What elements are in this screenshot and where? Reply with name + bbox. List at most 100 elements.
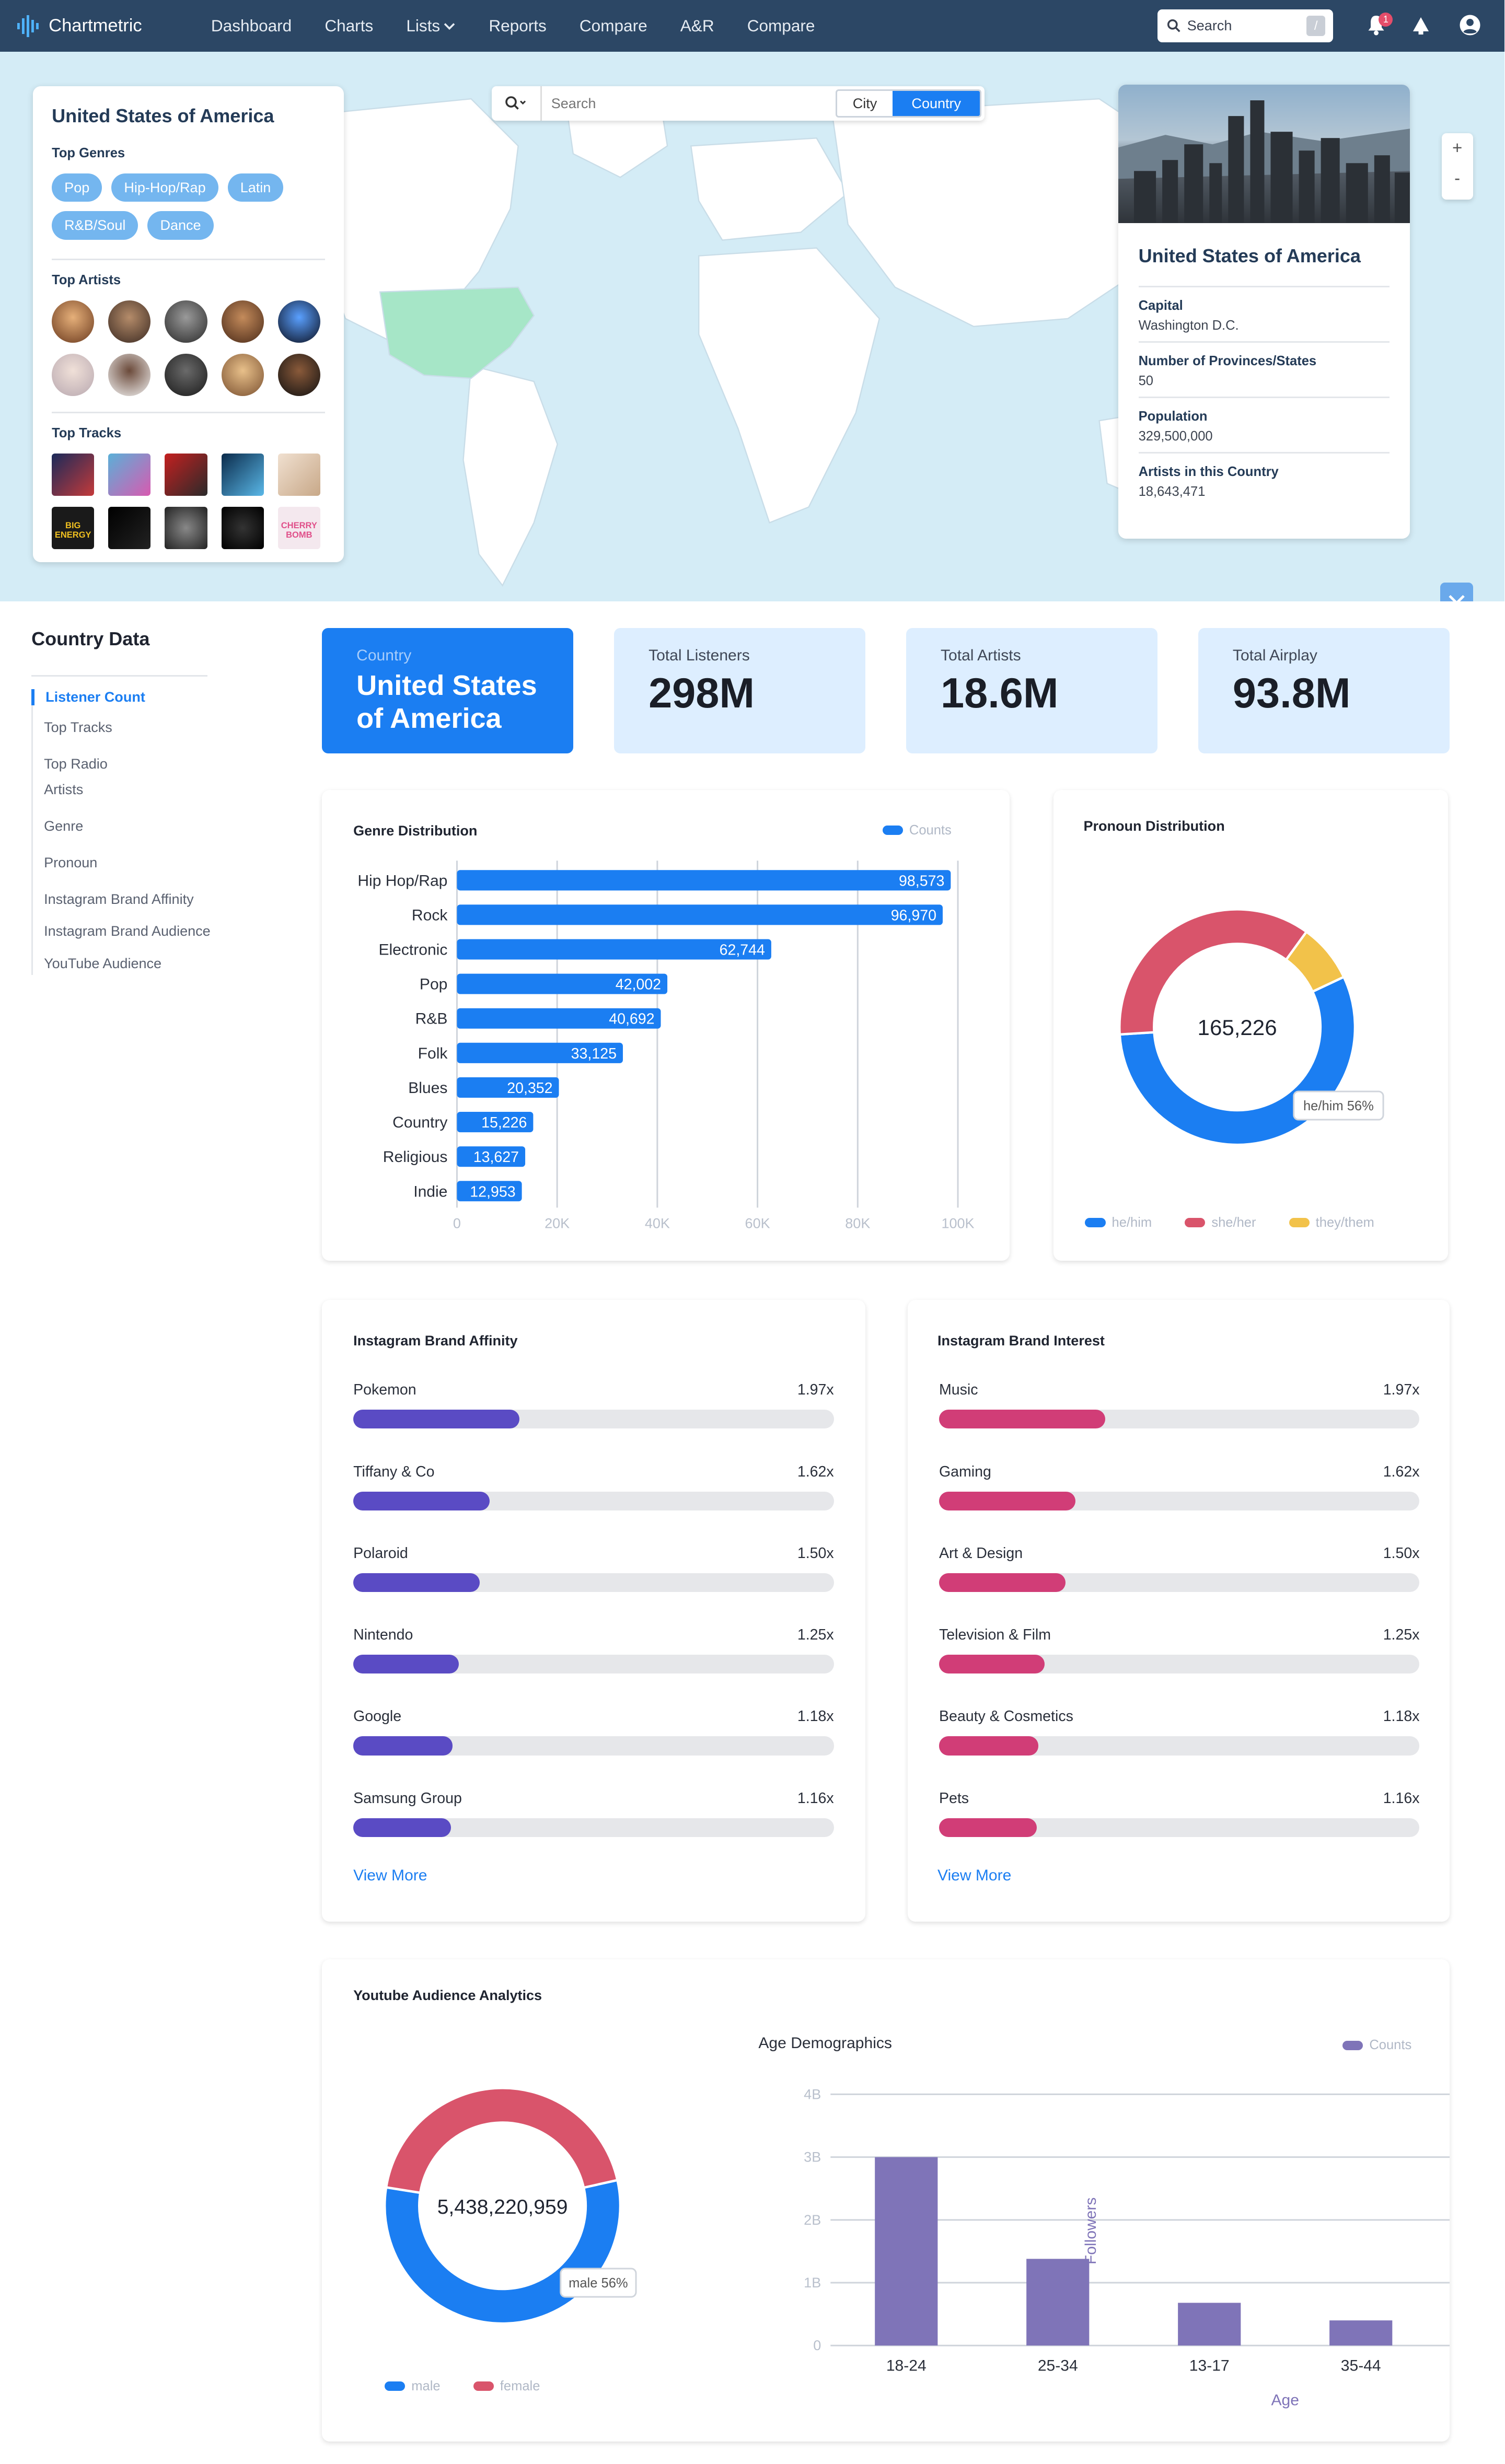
- youtube-donut-chart: 5,438,220,959 male 56%: [383, 2087, 637, 2325]
- artist-avatar[interactable]: [165, 300, 207, 343]
- genre-pill[interactable]: Pop: [52, 173, 102, 202]
- sidebar-item-top-tracks[interactable]: Top Tracks: [44, 719, 112, 736]
- age-bar: [1178, 2303, 1241, 2346]
- artist-avatar[interactable]: [108, 353, 151, 396]
- age-chart-legend[interactable]: Counts: [1342, 2038, 1411, 2053]
- brand-name: Gaming: [939, 1463, 991, 1480]
- brand-bar-fill: [939, 1491, 1076, 1510]
- brand-bar-fill: [353, 1410, 519, 1429]
- map-search-input[interactable]: [551, 95, 834, 112]
- nav-dashboard[interactable]: Dashboard: [211, 16, 292, 36]
- category-label: Hip Hop/Rap: [357, 872, 447, 889]
- track-cover[interactable]: [108, 454, 151, 496]
- view-more-link[interactable]: View More: [937, 1866, 1012, 1884]
- pronoun-distribution-card: Pronoun Distribution 165,226 he/him 56% h…: [1054, 789, 1448, 1261]
- info-row-value: 50: [1138, 373, 1154, 388]
- expand-button[interactable]: [1440, 582, 1473, 601]
- track-cover[interactable]: [221, 507, 264, 550]
- legend-label[interactable]: male: [411, 2378, 441, 2393]
- track-cover[interactable]: CHERRY BOMB: [277, 507, 320, 550]
- artist-avatar[interactable]: [277, 300, 320, 343]
- zoom-out-icon[interactable]: -: [1454, 168, 1461, 188]
- info-row-label: Artists in this Country: [1138, 464, 1279, 479]
- donut-tooltip: [560, 2268, 637, 2298]
- brand-name: Pets: [939, 1789, 969, 1807]
- megaphone-icon[interactable]: [1410, 14, 1432, 36]
- artist-avatar[interactable]: [165, 353, 207, 396]
- brand-bar-track: [939, 1655, 1420, 1674]
- brand-value: 1.97x: [1383, 1381, 1420, 1399]
- y-tick-label: 0: [814, 2338, 821, 2353]
- sidebar-item-brand-audience[interactable]: Instagram Brand Audience: [44, 923, 211, 939]
- brand-bar-fill: [939, 1410, 1105, 1429]
- nav-a-and-r[interactable]: A&R: [680, 16, 714, 36]
- map-search-type[interactable]: [492, 86, 542, 121]
- artist-avatar[interactable]: [221, 300, 264, 343]
- genre-pill[interactable]: Latin: [227, 173, 284, 202]
- legend-swatch: [385, 2381, 406, 2391]
- track-cover[interactable]: [221, 454, 264, 496]
- legend-label[interactable]: they/them: [1315, 1215, 1374, 1230]
- genre-distribution-card: Genre Distribution Counts 0 20K 40K 60K 80K 1…: [322, 789, 1010, 1261]
- track-cover[interactable]: [165, 454, 207, 496]
- brand-row-text: Nintendo 1.25x: [353, 1626, 834, 1644]
- artist-avatar[interactable]: [221, 353, 264, 396]
- genre-pill[interactable]: Dance: [147, 211, 214, 240]
- map-europe: [690, 137, 849, 241]
- nav-compare[interactable]: Compare: [579, 16, 647, 36]
- sidebar-item-artists[interactable]: Artists: [44, 782, 84, 798]
- country-toggle[interactable]: Country: [893, 91, 980, 117]
- legend-swatch: [1342, 2040, 1363, 2050]
- genre-bar: [457, 1146, 526, 1167]
- artist-avatar[interactable]: [277, 353, 320, 396]
- brand-bar-fill: [939, 1573, 1066, 1592]
- nav-reports[interactable]: Reports: [489, 16, 547, 36]
- nav-compare-2[interactable]: Compare: [747, 16, 815, 36]
- sidebar-item-pronoun[interactable]: Pronoun: [44, 855, 98, 871]
- bar-value-label: 62,744: [720, 942, 765, 958]
- panel-title: United States of America: [52, 105, 274, 127]
- legend-label[interactable]: he/him: [1112, 1215, 1152, 1230]
- nav-charts[interactable]: Charts: [325, 16, 374, 36]
- category-label: Folk: [418, 1044, 448, 1062]
- track-cover[interactable]: [108, 507, 151, 550]
- track-cover[interactable]: BIG ENERGY: [52, 507, 95, 550]
- bar-value-label: 33,125: [571, 1045, 617, 1062]
- genre-chart-legend[interactable]: Counts: [882, 823, 952, 838]
- sidebar-item-genre[interactable]: Genre: [44, 818, 84, 834]
- track-cover[interactable]: [277, 454, 320, 496]
- track-cover[interactable]: [165, 507, 207, 550]
- nav-lists[interactable]: Lists: [406, 16, 456, 36]
- y-tick-label: 3B: [804, 2149, 821, 2165]
- genre-pill[interactable]: R&B/Soul: [52, 211, 138, 240]
- sidebar-item-youtube-audience[interactable]: YouTube Audience: [44, 955, 162, 971]
- artist-avatar[interactable]: [52, 300, 95, 343]
- y-tick-label: 2B: [804, 2212, 821, 2228]
- brand-name: Beauty & Cosmetics: [939, 1708, 1073, 1725]
- artist-avatar[interactable]: [52, 353, 95, 396]
- brand-affinity-title: Instagram Brand Affinity: [353, 1333, 518, 1349]
- global-search[interactable]: Search /: [1157, 9, 1334, 43]
- user-avatar-icon[interactable]: [1459, 14, 1481, 36]
- brand-row-text: Pets 1.16x: [939, 1790, 1420, 1807]
- brand-row: Pets 1.16x: [939, 1790, 1420, 1837]
- genre-bar: [457, 904, 943, 925]
- view-more-link[interactable]: View More: [353, 1866, 427, 1884]
- sidebar-item-top-radio[interactable]: Top Radio: [44, 756, 108, 772]
- legend-label[interactable]: she/her: [1211, 1215, 1256, 1230]
- legend-label[interactable]: female: [500, 2378, 540, 2393]
- sidebar-item-brand-affinity[interactable]: Instagram Brand Affinity: [44, 891, 194, 908]
- genre-bar-chart: 0 20K 40K 60K 80K 100K Hip Hop/Rap 98,573 Rock 96…: [357, 860, 975, 1231]
- track-cover[interactable]: [52, 454, 95, 496]
- artist-avatar[interactable]: [108, 300, 151, 343]
- sidebar-item-listener-count[interactable]: Listener Count: [31, 689, 267, 706]
- brand-value: 1.50x: [797, 1544, 834, 1562]
- brand-row-text: Beauty & Cosmetics 1.18x: [939, 1708, 1420, 1725]
- brand-bar-fill: [939, 1736, 1039, 1756]
- brand-row-text: Tiffany & Co 1.62x: [353, 1463, 834, 1481]
- logo[interactable]: Chartmetric: [17, 15, 142, 37]
- zoom-in-icon[interactable]: +: [1452, 138, 1463, 158]
- city-toggle[interactable]: City: [852, 96, 877, 112]
- pronoun-donut-chart: 165,226 he/him 56%: [1118, 908, 1384, 1146]
- genre-pill[interactable]: Hip-Hop/Rap: [111, 173, 218, 202]
